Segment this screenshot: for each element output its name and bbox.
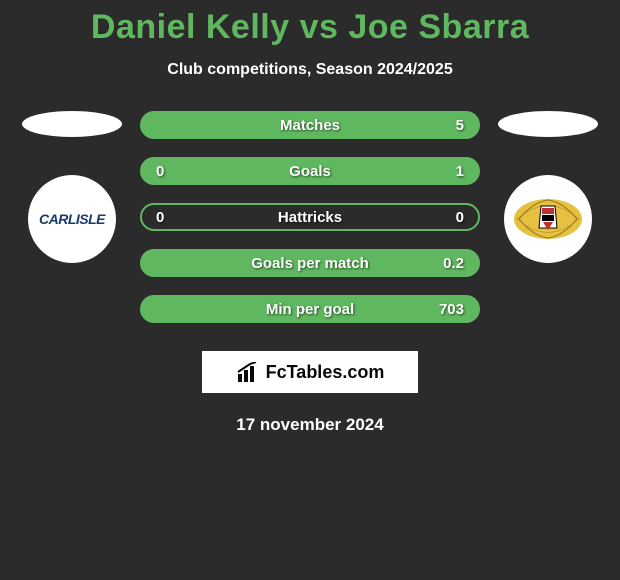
club-left-text: CARLISLE — [39, 211, 105, 227]
stat-label: Goals — [289, 163, 331, 180]
club-left-logo: CARLISLE — [28, 175, 116, 263]
player-left-avatar — [22, 111, 122, 137]
stats-bars: Matches 5 0 Goals 1 0 Hattricks 0 Goals per matc… — [140, 111, 480, 323]
watermark: FcTables.com — [202, 351, 418, 393]
stat-left-value: 0 — [156, 163, 196, 180]
stat-bar: Matches 5 — [140, 111, 480, 139]
stat-label: Goals per match — [251, 255, 369, 272]
stat-left-value: 0 — [156, 209, 196, 226]
stat-right-value: 703 — [424, 301, 464, 318]
stat-bar: Goals per match 0.2 — [140, 249, 480, 277]
watermark-text: FcTables.com — [266, 362, 385, 383]
left-column: CARLISLE — [22, 111, 122, 263]
watermark-chart-icon — [236, 362, 260, 382]
date-label: 17 november 2024 — [0, 415, 620, 435]
player-right-avatar — [498, 111, 598, 137]
page-title: Daniel Kelly vs Joe Sbarra — [0, 0, 620, 47]
stat-right-value: 5 — [424, 117, 464, 134]
stat-bar: 0 Hattricks 0 — [140, 203, 480, 231]
stat-bar: 0 Goals 1 — [140, 157, 480, 185]
comparison-main: CARLISLE Matches 5 0 Goals 1 0 Hattricks 0 Goals… — [0, 111, 620, 323]
stat-right-value: 0.2 — [424, 255, 464, 272]
stat-right-value: 0 — [424, 209, 464, 226]
right-column — [498, 111, 598, 263]
stat-right-value: 1 — [424, 163, 464, 180]
stat-label: Matches — [280, 117, 340, 134]
club-right-logo — [504, 175, 592, 263]
stat-label: Min per goal — [266, 301, 354, 318]
subtitle: Club competitions, Season 2024/2025 — [0, 61, 620, 79]
stat-bar: Min per goal 703 — [140, 295, 480, 323]
stat-label: Hattricks — [278, 209, 342, 226]
